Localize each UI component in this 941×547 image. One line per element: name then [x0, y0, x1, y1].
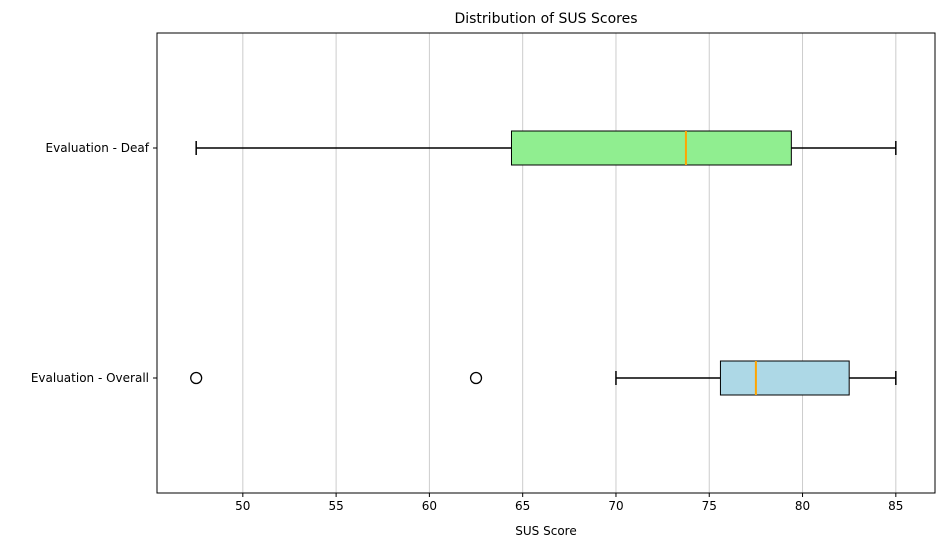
x-axis-ticks: 50 55 60 65 70 75 80 85 — [235, 493, 903, 513]
grid-lines — [242, 33, 897, 493]
x-axis-label: SUS Score — [515, 524, 576, 538]
x-tick-label: 55 — [328, 499, 343, 513]
outlier-point — [469, 371, 483, 385]
x-tick-label: 85 — [888, 499, 903, 513]
iqr-box — [719, 360, 850, 396]
boxplot-overall — [190, 360, 897, 396]
y-tick-label: Evaluation - Overall — [31, 371, 149, 385]
plot-frame — [156, 32, 936, 494]
y-tick-label: Evaluation - Deaf — [46, 141, 150, 155]
iqr-box — [510, 130, 792, 166]
outlier-point — [190, 371, 203, 385]
x-tick-label: 70 — [608, 499, 623, 513]
x-tick-label: 80 — [795, 499, 810, 513]
box-layer — [190, 130, 897, 396]
y-axis-ticks: Evaluation - Deaf Evaluation - Overall — [31, 141, 157, 385]
x-tick-label: 65 — [515, 499, 530, 513]
x-tick-label: 50 — [235, 499, 250, 513]
x-tick-label: 75 — [702, 499, 717, 513]
chart-title: Distribution of SUS Scores — [454, 11, 637, 27]
x-tick-label: 60 — [422, 499, 437, 513]
boxplot-deaf — [195, 130, 897, 166]
